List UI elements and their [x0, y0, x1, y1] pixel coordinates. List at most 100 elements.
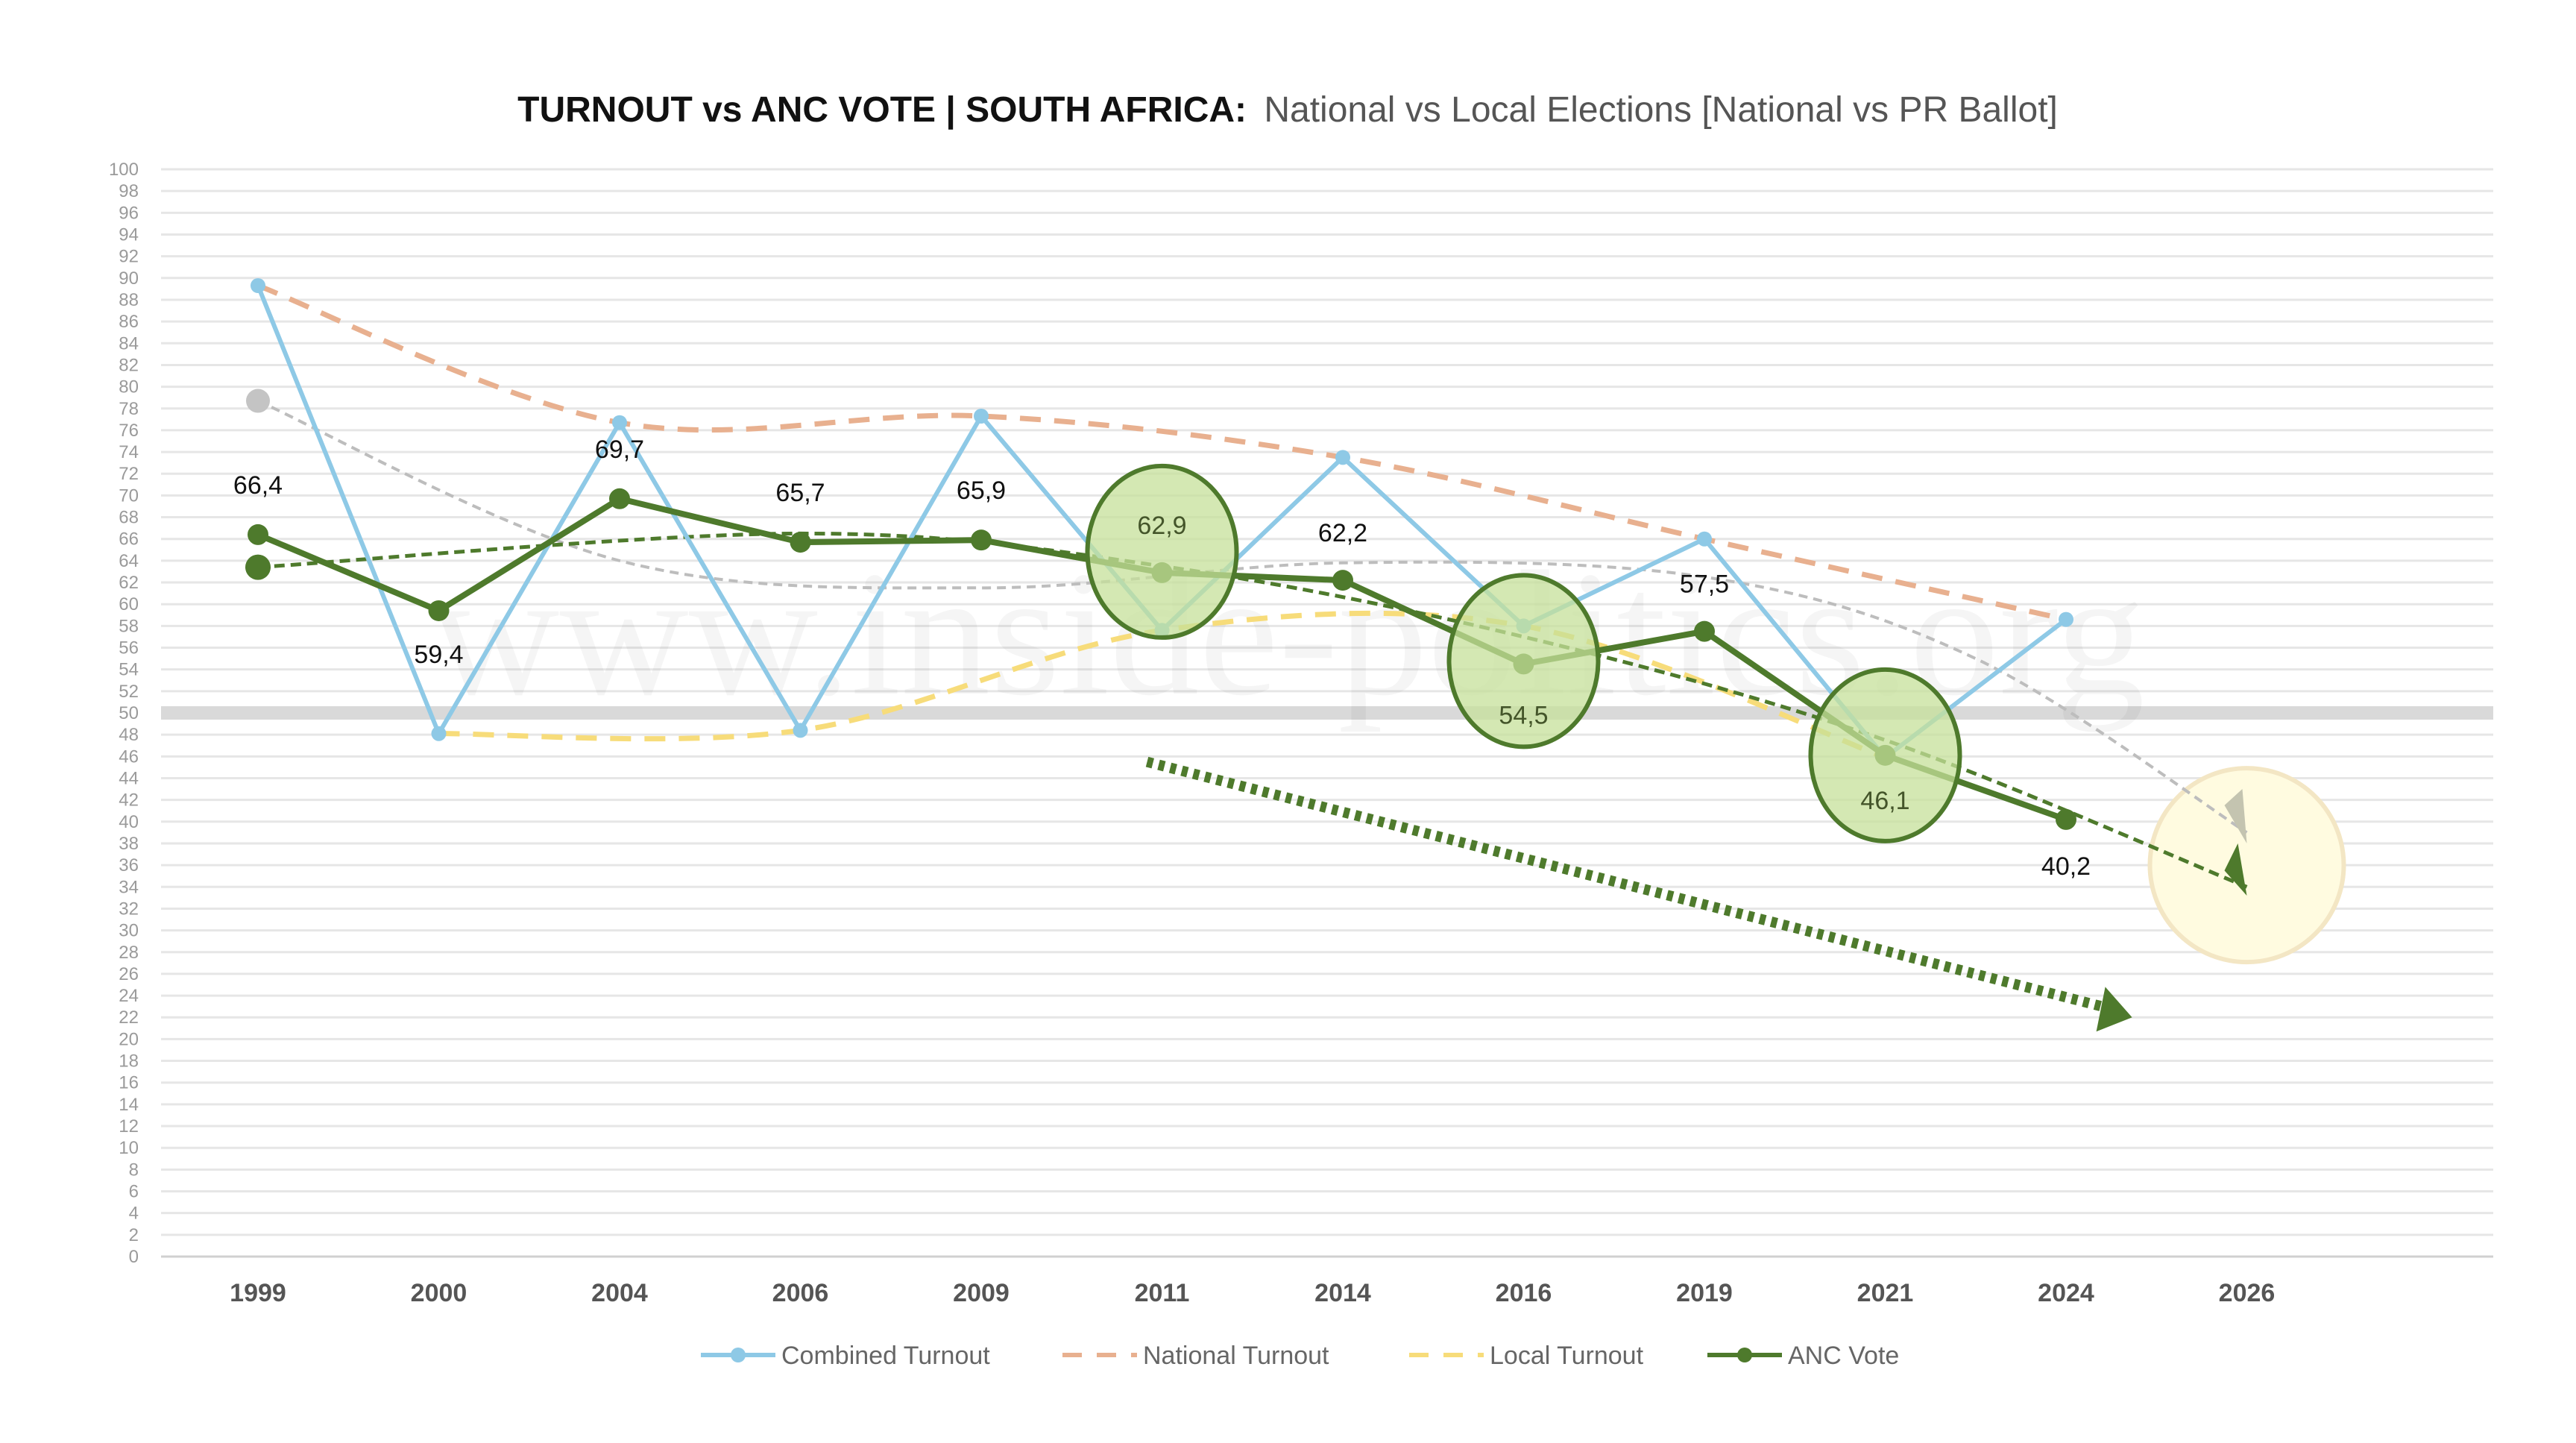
x-tick-label: 2004: [591, 1279, 648, 1307]
y-tick-label: 82: [119, 355, 139, 375]
anc-vote-point: [1694, 620, 1715, 642]
y-tick-label: 10: [119, 1138, 139, 1158]
anc-vote-point: [1332, 570, 1353, 591]
y-tick-label: 70: [119, 485, 139, 506]
legend-label: Local Turnout: [1490, 1342, 1644, 1370]
y-tick-label: 44: [119, 768, 139, 788]
y-tick-label: 90: [119, 268, 139, 289]
combined-turnout-point: [431, 726, 447, 741]
combined-turnout-point: [1697, 531, 1712, 547]
y-axis: 0246810121416182022242628303234363840424…: [109, 160, 139, 1267]
y-tick-label: 46: [119, 746, 139, 767]
y-tick-label: 42: [119, 790, 139, 811]
y-tick-label: 60: [119, 594, 139, 614]
anc-vote-point: [2056, 808, 2076, 830]
data-label: 65,7: [775, 479, 825, 507]
y-tick-label: 40: [119, 812, 139, 832]
y-tick-label: 0: [129, 1247, 139, 1267]
x-tick-label: 2026: [2219, 1279, 2276, 1307]
y-tick-label: 4: [129, 1204, 139, 1224]
decline-arrowhead: [2096, 987, 2132, 1032]
y-tick-label: 54: [119, 660, 139, 680]
x-tick-label: 2011: [1135, 1279, 1190, 1307]
legend: Combined Turnout National Turnout Local Tu…: [701, 1342, 1899, 1370]
x-tick-label: 2014: [1314, 1279, 1371, 1307]
y-tick-label: 12: [119, 1116, 139, 1137]
combined-turnout-trendline: [257, 399, 2248, 834]
y-tick-label: 14: [119, 1095, 139, 1115]
combined-turnout-point: [612, 415, 627, 430]
y-tick-label: 84: [119, 333, 139, 353]
y-tick-label: 22: [119, 1007, 139, 1028]
data-label: 54,5: [1499, 701, 1548, 729]
y-tick-label: 26: [119, 964, 139, 984]
y-tick-label: 78: [119, 399, 139, 419]
y-tick-label: 74: [119, 442, 139, 462]
y-tick-label: 8: [129, 1160, 139, 1180]
plot-area: 66,4 59,4 69,7 65,7 65,9 62,9 62,2 54,5 57,5 46,1…: [233, 278, 2346, 1032]
y-tick-label: 34: [119, 877, 139, 897]
y-tick-label: 62: [119, 573, 139, 593]
combined-turnout-point: [793, 723, 808, 738]
data-label: 66,4: [233, 471, 283, 500]
decline-arrow: [1145, 756, 2104, 1012]
anc-vote-point: [248, 524, 268, 545]
anc-vote-point: [971, 529, 992, 551]
anc-vote-point: [609, 488, 630, 509]
x-tick-label: 2024: [2038, 1279, 2094, 1307]
legend-label: ANC Vote: [1788, 1342, 1899, 1370]
gray-trend-start-marker: [246, 389, 270, 413]
x-tick-label: 2006: [772, 1279, 829, 1307]
y-tick-label: 96: [119, 203, 139, 223]
x-tick-label: 1999: [230, 1279, 286, 1307]
combined-turnout-point: [251, 278, 265, 294]
data-label: 65,9: [957, 477, 1006, 505]
y-tick-label: 92: [119, 247, 139, 267]
y-tick-label: 64: [119, 551, 139, 571]
legend-item: Combined Turnout: [701, 1342, 990, 1370]
x-tick-label: 2019: [1676, 1279, 1733, 1307]
y-tick-label: 48: [119, 725, 139, 745]
data-label: 69,7: [595, 436, 644, 464]
x-tick-label: 2009: [953, 1279, 1010, 1307]
legend-item: Local Turnout: [1409, 1342, 1644, 1370]
y-tick-label: 36: [119, 855, 139, 875]
y-tick-label: 18: [119, 1051, 139, 1072]
x-tick-label: 2016: [1496, 1279, 1552, 1307]
anc-vote-point: [428, 600, 450, 621]
highlight-circle-2011: [1085, 463, 1239, 640]
y-tick-label: 32: [119, 899, 139, 919]
legend-label: National Turnout: [1143, 1342, 1329, 1370]
anc-trend-arrowhead: [2224, 843, 2247, 896]
projection-circle: [2147, 766, 2346, 965]
data-label: 46,1: [1860, 787, 1909, 815]
y-tick-label: 30: [119, 921, 139, 941]
combined-turnout-point: [974, 408, 989, 424]
chart-title: TURNOUT vs ANC VOTE | SOUTH AFRICA: Nati…: [517, 90, 2058, 130]
y-tick-label: 66: [119, 529, 139, 550]
y-tick-label: 6: [129, 1182, 139, 1202]
y-tick-label: 24: [119, 986, 139, 1006]
combined-turnout-point: [2059, 612, 2073, 627]
x-tick-label: 2000: [411, 1279, 467, 1307]
highlight-circle-2021: [1808, 667, 1962, 843]
y-tick-label: 50: [119, 703, 139, 723]
legend-label: Combined Turnout: [781, 1342, 990, 1370]
y-tick-label: 76: [119, 421, 139, 441]
data-label: 62,2: [1318, 519, 1367, 547]
y-tick-label: 16: [119, 1073, 139, 1093]
y-tick-label: 98: [119, 181, 139, 201]
y-tick-label: 56: [119, 638, 139, 658]
anc-vote-point: [790, 532, 811, 553]
data-label: 59,4: [414, 641, 463, 669]
y-tick-label: 72: [119, 464, 139, 484]
y-tick-label: 52: [119, 682, 139, 702]
y-tick-label: 86: [119, 312, 139, 332]
y-tick-label: 2: [129, 1225, 139, 1245]
legend-marker: [1737, 1348, 1752, 1362]
legend-marker: [731, 1348, 746, 1362]
gray-trend-arrowhead: [2224, 789, 2247, 843]
x-tick-label: 2021: [1857, 1279, 1914, 1307]
combined-turnout-point: [1335, 450, 1350, 465]
